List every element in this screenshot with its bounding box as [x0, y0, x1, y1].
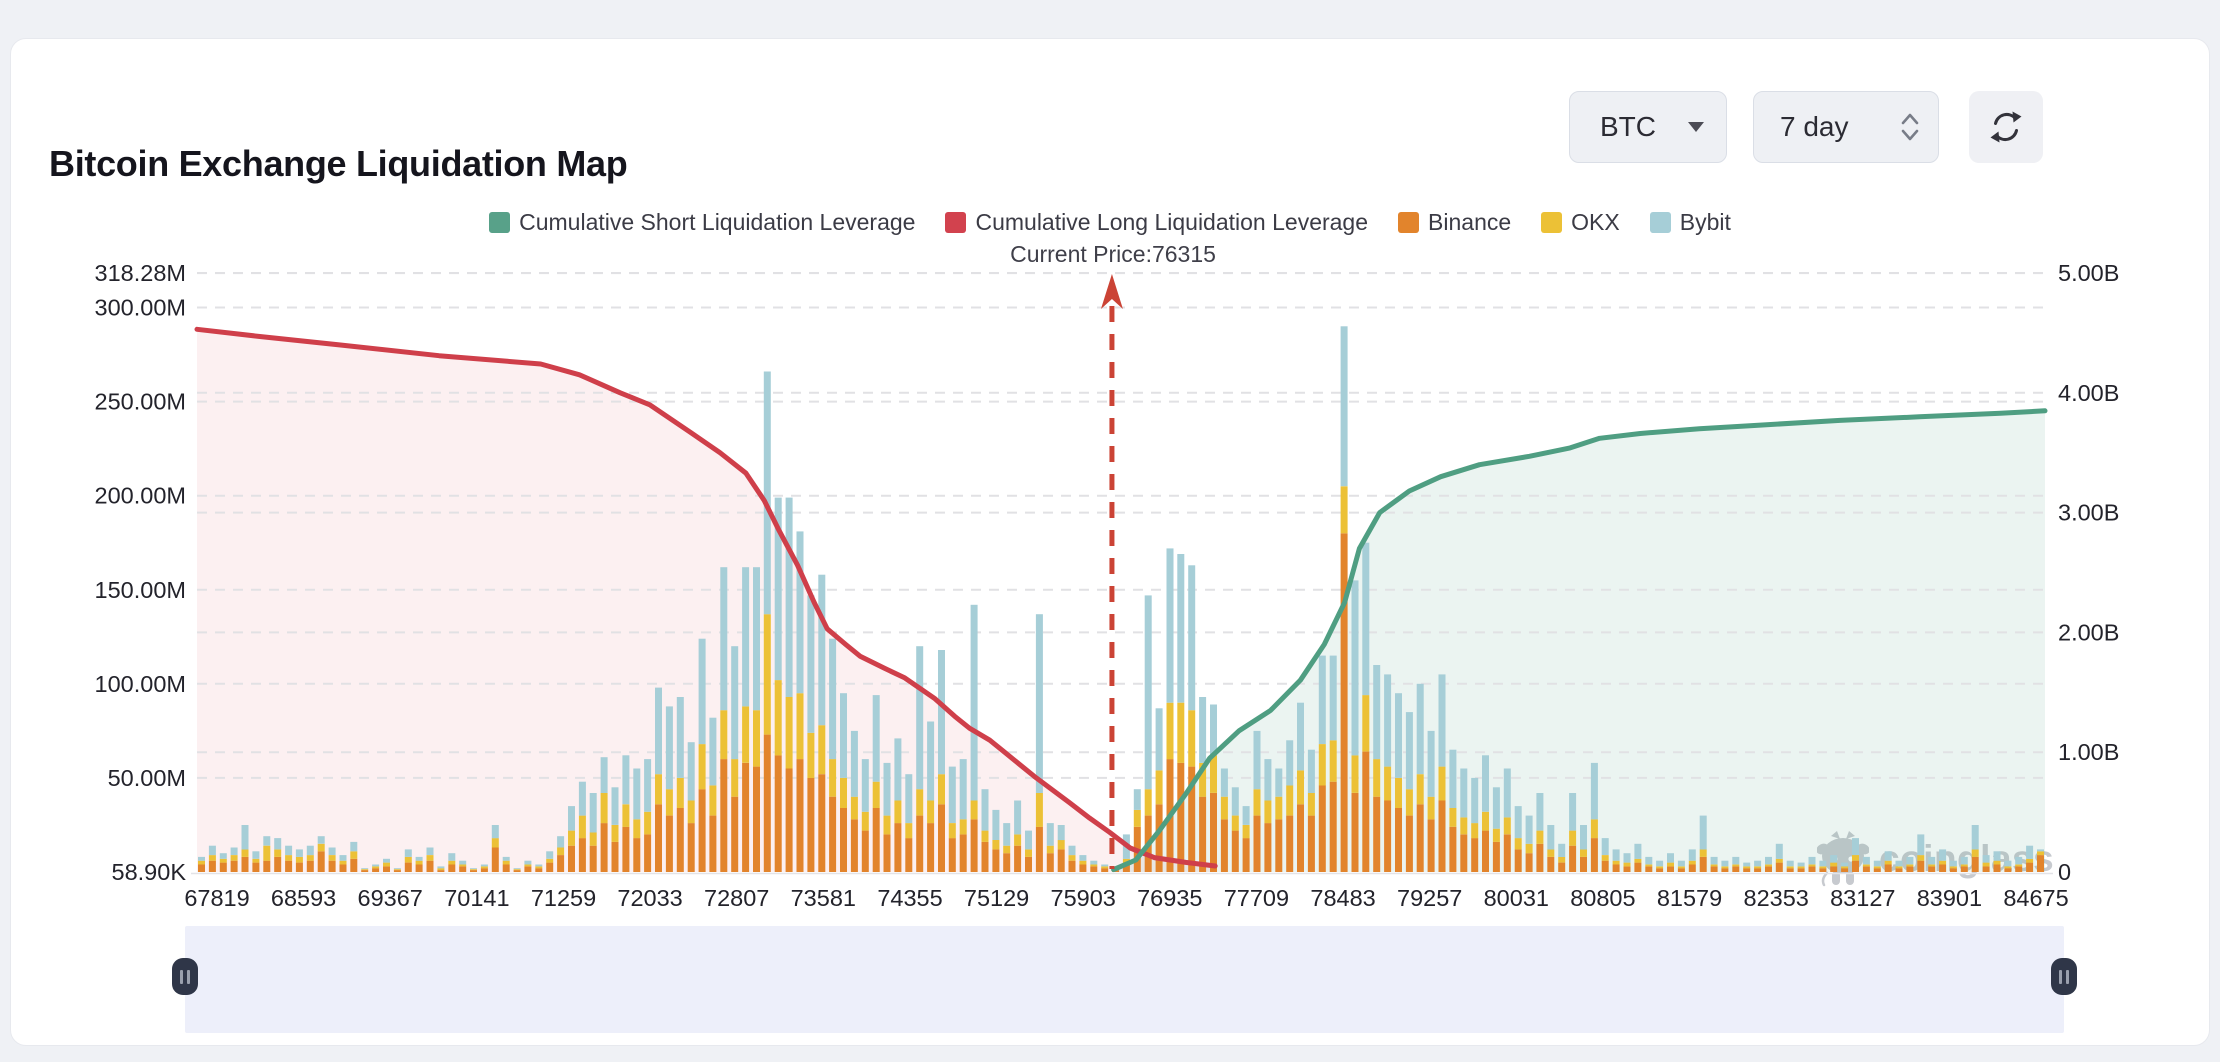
x-axis-tick-label: 78483: [1310, 885, 1375, 911]
y-axis-right-tick-label: 3.00B: [2058, 500, 2119, 526]
x-axis-tick-label: 84675: [2003, 885, 2068, 911]
y-axis-left-tick-label: 58.90K: [112, 859, 187, 885]
x-axis-tick-label: 82353: [1744, 885, 1809, 911]
y-axis-left-tick-label: 150.00M: [95, 577, 186, 603]
y-axis-right-tick-label: 4.00B: [2058, 380, 2119, 406]
x-axis-tick-label: 68593: [271, 885, 336, 911]
liquidation-chart[interactable]: 318.28M 300.00M 250.00M 200.00M 150.00M 100.0…: [0, 0, 2220, 1062]
zoom-slider-right-handle[interactable]: [2051, 958, 2077, 995]
x-axis-tick-label: 73581: [791, 885, 856, 911]
x-axis-tick-label: 75129: [964, 885, 1029, 911]
y-axis-left-tick-label: 50.00M: [108, 765, 186, 791]
x-axis-tick-label: 77709: [1224, 885, 1289, 911]
x-axis-tick-label: 76935: [1137, 885, 1202, 911]
x-axis-tick-label: 75903: [1051, 885, 1116, 911]
area-fill: [197, 329, 1215, 872]
y-axis-left-tick-label: 318.28M: [95, 260, 186, 286]
y-axis-right-tick-label: 2.00B: [2058, 619, 2119, 645]
y-axis-right-tick-label: 1.00B: [2058, 739, 2119, 765]
y-axis-left-tick-label: 300.00M: [95, 295, 186, 321]
x-axis-tick-label: 81579: [1657, 885, 1722, 911]
x-axis-tick-label: 72033: [617, 885, 682, 911]
zoom-slider-left-handle[interactable]: [172, 958, 198, 995]
x-axis-tick-label: 70141: [444, 885, 509, 911]
x-axis-tick-label: 83901: [1917, 885, 1982, 911]
y-axis-right-tick-label: 5.00B: [2058, 260, 2119, 286]
x-axis-tick-label: 67819: [184, 885, 249, 911]
current-price-marker: [1101, 274, 1123, 869]
x-axis-tick-label: 79257: [1397, 885, 1462, 911]
page: { "header": { "title": "Bitcoin Exchange…: [0, 0, 2220, 1062]
x-axis-tick-label: 80805: [1570, 885, 1635, 911]
y-axis-right-tick-label: 0: [2058, 859, 2071, 885]
x-axis-tick-label: 69367: [358, 885, 423, 911]
x-axis-tick-label: 71259: [531, 885, 596, 911]
x-axis-tick-label: 74355: [877, 885, 942, 911]
y-axis-left-tick-label: 200.00M: [95, 483, 186, 509]
zoom-slider-track[interactable]: [185, 926, 2064, 1033]
y-axis-left-tick-label: 100.00M: [95, 671, 186, 697]
x-axis-tick-label: 80031: [1484, 885, 1549, 911]
area-fill: [1114, 411, 2045, 872]
x-axis-tick-label: 83127: [1830, 885, 1895, 911]
x-axis-tick-label: 72807: [704, 885, 769, 911]
y-axis-left-tick-label: 250.00M: [95, 389, 186, 415]
